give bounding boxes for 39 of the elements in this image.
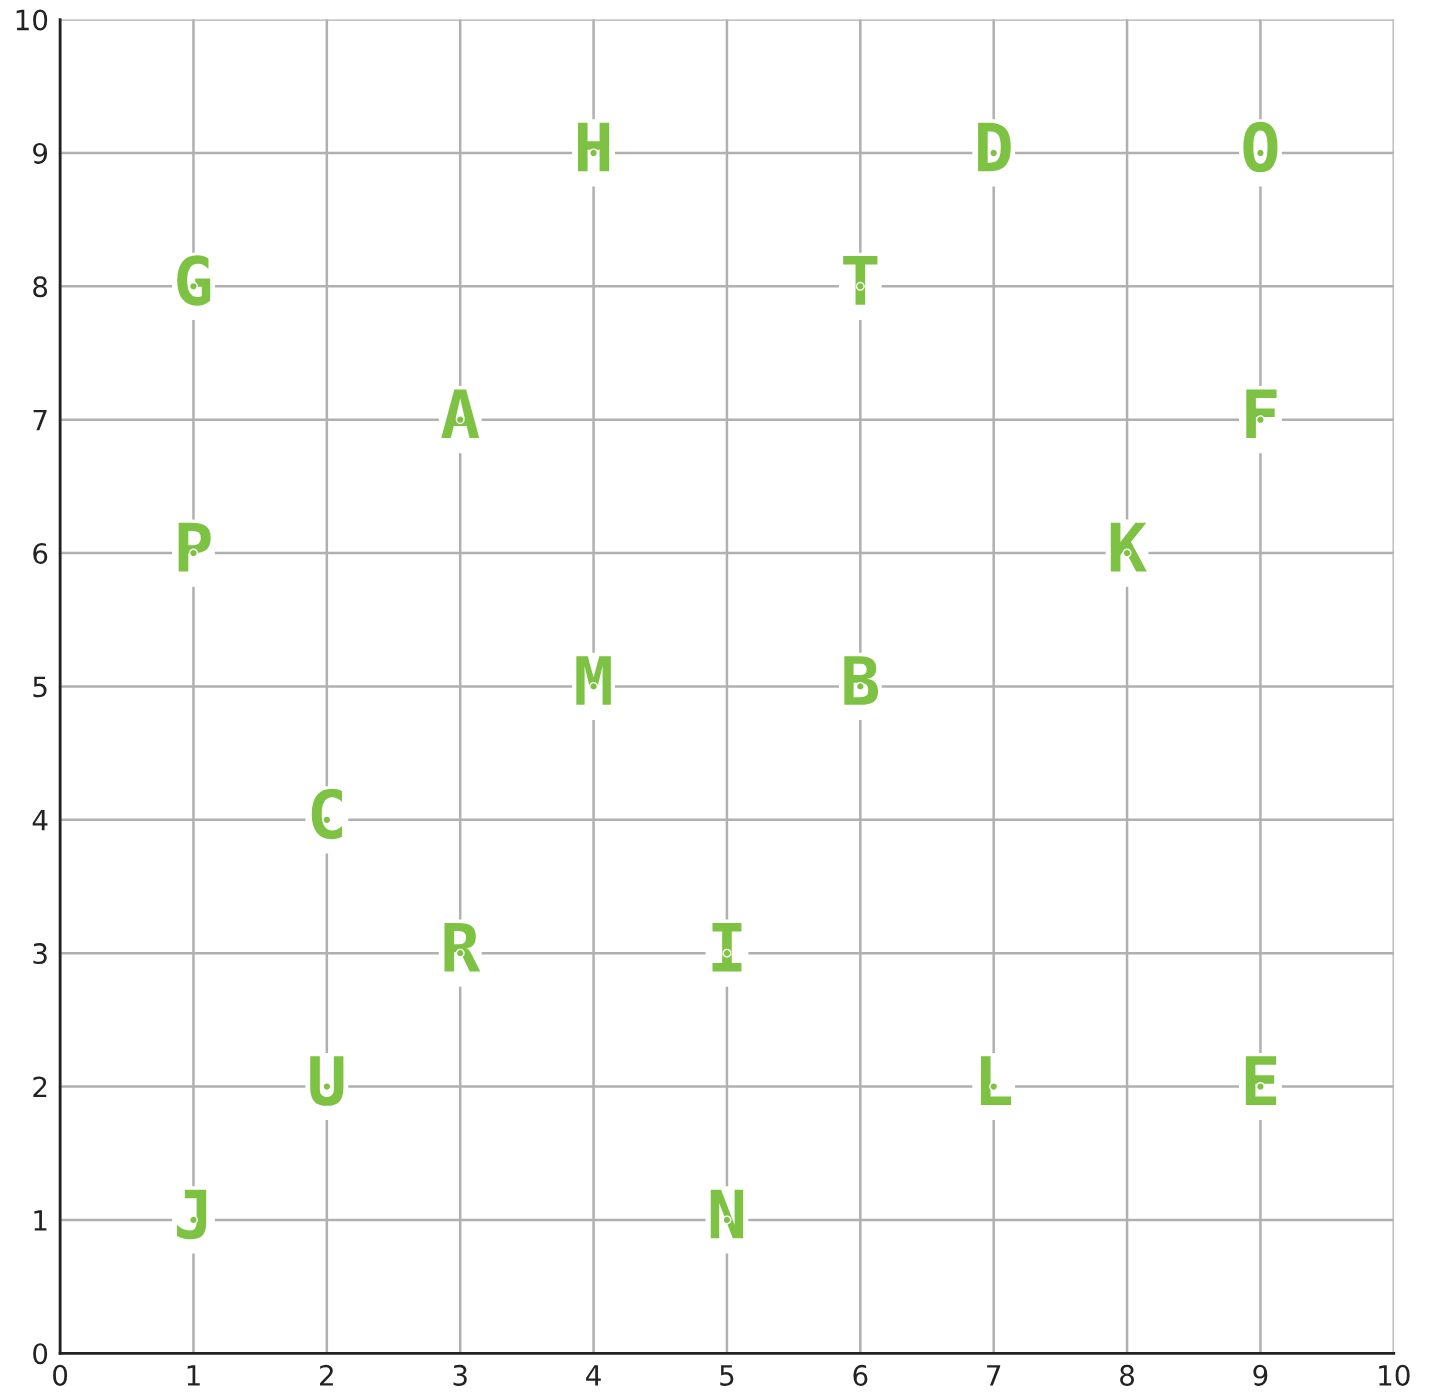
y-tick-label: 8 bbox=[33, 276, 48, 298]
data-label: J bbox=[176, 1189, 207, 1240]
y-tick-label: 9 bbox=[33, 142, 48, 164]
y-tick-label: 3 bbox=[33, 943, 47, 965]
data-label: O bbox=[1243, 121, 1278, 173]
data-label: M bbox=[576, 656, 611, 705]
x-tick-label: 8 bbox=[1120, 1364, 1134, 1386]
x-tick-label: 1 bbox=[187, 1365, 200, 1386]
x-tick-label: 5 bbox=[720, 1365, 734, 1386]
data-label: A bbox=[441, 389, 480, 439]
y-tick-label: 5 bbox=[33, 676, 47, 698]
y-tick-label: 6 bbox=[33, 542, 48, 564]
data-label: H bbox=[577, 122, 610, 172]
y-tick-label: 2 bbox=[33, 1076, 47, 1098]
data-label: G bbox=[177, 255, 211, 306]
x-tick-label: 9 bbox=[1253, 1364, 1268, 1386]
data-label: D bbox=[978, 122, 1011, 172]
data-label: E bbox=[1245, 1056, 1277, 1105]
y-tick-label: 1 bbox=[34, 1210, 47, 1231]
data-label: K bbox=[1110, 522, 1147, 572]
data-label: R bbox=[444, 922, 481, 972]
y-tick-label: 4 bbox=[32, 810, 48, 831]
data-label: N bbox=[710, 1189, 744, 1239]
y-tick-label: 7 bbox=[33, 409, 47, 431]
data-label: L bbox=[980, 1056, 1012, 1105]
x-tick-label: 2 bbox=[320, 1364, 333, 1386]
data-label: B bbox=[844, 656, 878, 705]
data-label: U bbox=[310, 1056, 344, 1106]
data-label: C bbox=[311, 788, 342, 840]
x-tick-label: 3 bbox=[453, 1364, 467, 1386]
x-tick-label: 7 bbox=[987, 1365, 1001, 1386]
data-label: F bbox=[1246, 389, 1277, 439]
y-tick-label: 10 bbox=[16, 9, 48, 31]
x-tick-label: 4 bbox=[586, 1365, 601, 1386]
data-label: P bbox=[178, 522, 211, 572]
x-tick-label: 10 bbox=[1379, 1364, 1410, 1386]
y-tick-label: 0 bbox=[33, 1343, 48, 1365]
x-tick-label: 0 bbox=[53, 1364, 68, 1386]
x-tick-label: 6 bbox=[853, 1364, 868, 1386]
